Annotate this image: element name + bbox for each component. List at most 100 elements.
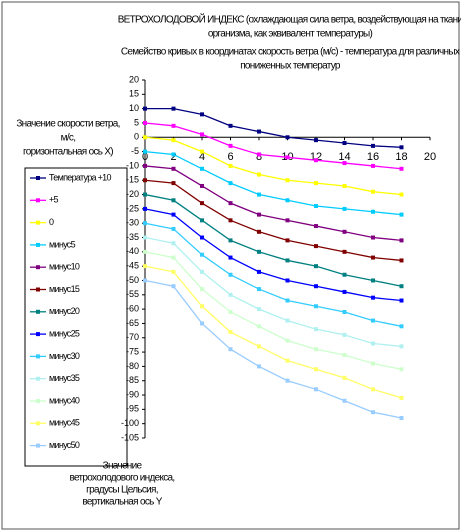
- point: [257, 287, 261, 292]
- y-axis-label: ветрохолодового индекса,: [70, 473, 175, 484]
- x-tick-label: 0: [142, 151, 148, 163]
- y-tick-label: -95: [126, 404, 139, 414]
- point: [143, 178, 147, 183]
- point: [143, 278, 147, 283]
- point: [342, 398, 347, 403]
- point: [371, 387, 375, 392]
- point: [285, 178, 290, 183]
- legend-label: Температура +10: [49, 172, 111, 182]
- legend-marker: [36, 265, 40, 270]
- legend-box: [24, 167, 128, 467]
- point: [171, 181, 176, 186]
- point: [257, 324, 261, 329]
- point: [171, 106, 176, 111]
- series-line: [144, 279, 402, 419]
- legend-label: 0: [49, 217, 54, 227]
- point: [228, 238, 233, 243]
- point: [171, 138, 176, 143]
- y-tick-label: -65: [126, 318, 139, 328]
- point: [285, 278, 290, 283]
- point: [371, 209, 375, 214]
- point: [228, 347, 233, 352]
- point: [228, 143, 233, 148]
- y-tick-label: -20: [126, 189, 139, 199]
- y-tick-label: 15: [129, 89, 139, 99]
- point: [342, 141, 347, 146]
- chart-subtitle: пониженных температур: [240, 61, 341, 72]
- point: [314, 264, 318, 269]
- point: [399, 238, 404, 243]
- point: [171, 255, 176, 260]
- series-line: [144, 136, 402, 196]
- y-tick-label: -15: [126, 175, 139, 185]
- point: [399, 212, 404, 217]
- point: [143, 149, 147, 154]
- point: [171, 152, 176, 157]
- point: [257, 307, 261, 312]
- point: [285, 135, 290, 140]
- legend-label: +5: [49, 195, 59, 205]
- point: [314, 158, 318, 163]
- point: [171, 166, 176, 171]
- legend-label: минус15: [49, 284, 80, 294]
- point: [371, 189, 375, 194]
- point: [200, 112, 204, 117]
- point: [314, 204, 318, 209]
- point: [371, 410, 375, 415]
- point: [342, 375, 347, 380]
- series-line: [144, 236, 402, 347]
- series-line: [144, 222, 402, 327]
- y-tick-label: -45: [126, 261, 139, 271]
- point: [399, 367, 404, 372]
- point: [171, 241, 176, 246]
- point: [314, 304, 318, 309]
- point: [371, 235, 375, 240]
- point: [399, 284, 404, 289]
- point: [257, 212, 261, 217]
- x-axis-label: горизонтальная ось X): [23, 147, 113, 158]
- y-tick-label: -50: [126, 275, 139, 285]
- point: [371, 295, 375, 300]
- point: [200, 183, 204, 188]
- point: [257, 172, 261, 177]
- legend-label: минус40: [49, 395, 80, 405]
- point: [342, 229, 347, 234]
- point: [228, 255, 233, 260]
- point: [371, 318, 375, 323]
- point: [285, 218, 290, 223]
- y-tick-label: -25: [126, 203, 139, 213]
- point: [257, 229, 261, 234]
- point: [257, 269, 261, 274]
- x-tick-label: 2: [170, 151, 176, 163]
- point: [371, 341, 375, 346]
- series-line: [145, 107, 402, 148]
- series-line: [144, 208, 402, 302]
- point: [171, 284, 176, 289]
- point: [399, 192, 404, 197]
- legend-marker: [36, 220, 40, 225]
- x-axis-label: м/с,: [61, 133, 76, 144]
- legend-marker: [36, 399, 40, 403]
- point: [171, 123, 176, 128]
- chart-subtitle: Семейство кривых в координатах скорость …: [121, 47, 460, 58]
- point: [371, 255, 375, 260]
- point: [200, 304, 204, 309]
- point: [171, 269, 176, 274]
- point: [399, 344, 404, 349]
- legend-label: минус30: [49, 351, 80, 361]
- legend-marker: [36, 421, 40, 426]
- point: [399, 415, 404, 420]
- point: [314, 327, 318, 332]
- point: [314, 387, 318, 392]
- point: [143, 249, 147, 254]
- y-axis-label: вертикальная ось Y: [82, 497, 162, 508]
- point: [143, 135, 147, 140]
- x-tick-label: 8: [256, 151, 262, 163]
- legend-marker: [36, 309, 40, 314]
- series-line: [144, 265, 402, 399]
- chart-title: организма, как эквивалент температуры): [208, 29, 373, 40]
- x-tick-label: 20: [424, 151, 436, 163]
- legend-marker: [36, 376, 40, 381]
- point: [228, 201, 233, 206]
- point: [228, 123, 233, 128]
